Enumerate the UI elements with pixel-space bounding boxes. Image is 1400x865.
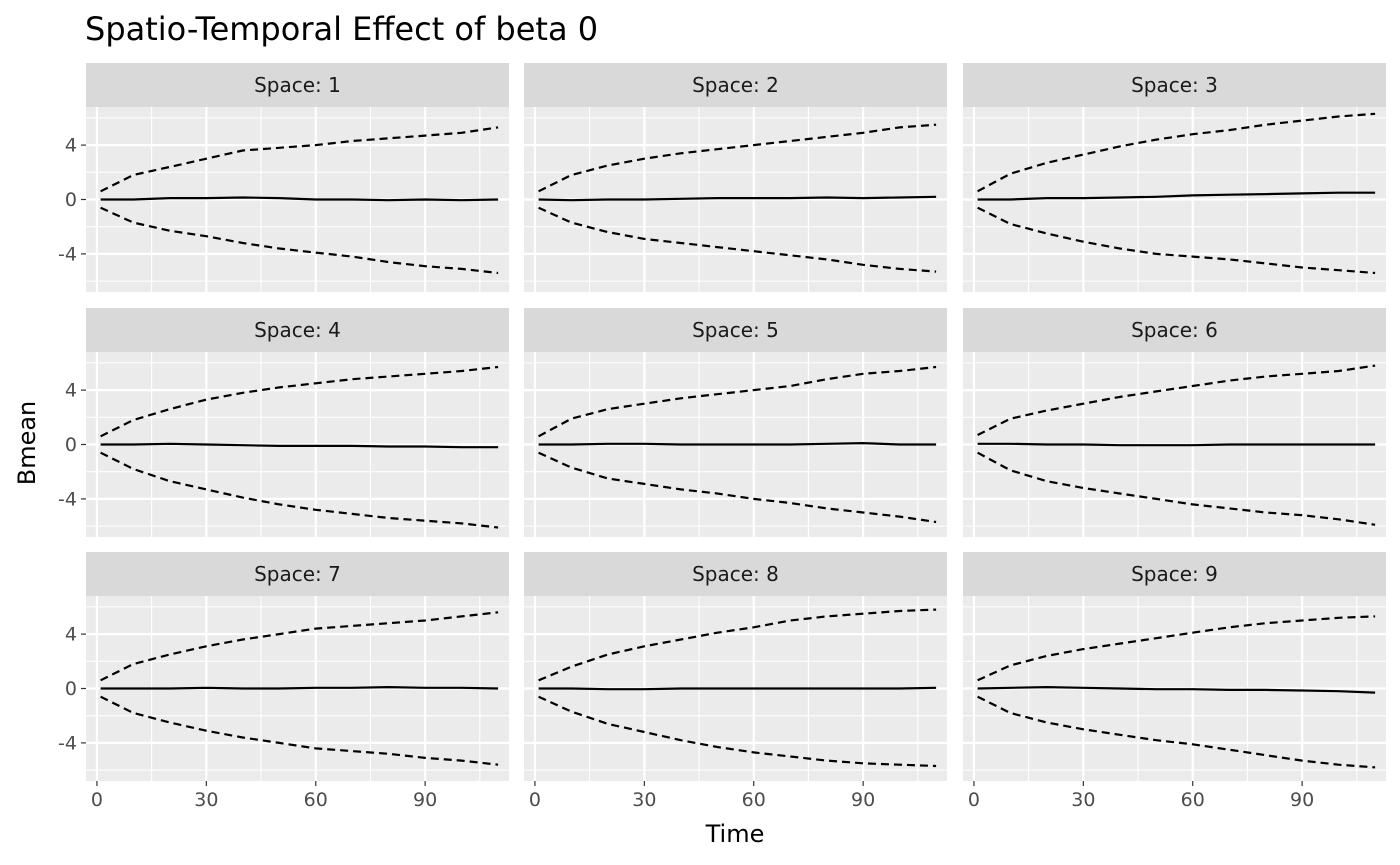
series-line-lower	[100, 695, 499, 766]
series-line-mean	[977, 191, 1376, 201]
series-line-lower	[538, 695, 937, 768]
y-tick-label: 0	[65, 189, 77, 211]
series-line-upper	[977, 112, 1376, 193]
x-tick-label: 0	[968, 789, 980, 811]
strip-background	[963, 308, 1386, 352]
x-axis-title: Time	[705, 820, 765, 848]
series-line-upper	[977, 615, 1376, 682]
panel-space-5: Space: 5	[524, 308, 947, 537]
series-line-upper	[538, 123, 937, 193]
strip-background	[524, 552, 947, 596]
series-line-mean	[100, 685, 499, 690]
strip-label: Space: 3	[1131, 73, 1218, 97]
series-line-upper	[100, 365, 499, 438]
series-line-lower	[977, 695, 1376, 769]
strip-label: Space: 4	[254, 318, 341, 342]
y-tick-label: 4	[65, 380, 77, 402]
strip-background	[963, 552, 1386, 596]
series-line-lower	[538, 206, 937, 273]
x-tick-label: 60	[1181, 789, 1205, 811]
series-line-mean	[538, 686, 937, 691]
series-line-mean	[538, 442, 937, 446]
x-tick-label: 90	[1290, 789, 1314, 811]
x-tick-label: 90	[413, 789, 437, 811]
y-tick-label: -4	[58, 732, 77, 754]
series-line-mean	[977, 685, 1376, 694]
series-line-lower	[100, 451, 499, 529]
strip-background	[524, 63, 947, 107]
panel-space-2: Space: 2	[524, 63, 947, 292]
x-tick-label: 0	[91, 789, 103, 811]
facet-panels: Space: 1 -4 0 4 Space: 2 Space: 3 Space: 4 -4 0 4…	[58, 63, 1386, 811]
series-line-upper	[100, 126, 499, 193]
x-tick-label: 30	[194, 789, 218, 811]
panel-space-6: Space: 6	[963, 308, 1386, 537]
x-tick-label: 30	[1071, 789, 1095, 811]
series-line-lower	[977, 206, 1376, 275]
strip-label: Space: 1	[254, 73, 341, 97]
strip-label: Space: 8	[692, 562, 779, 586]
strip-background	[86, 63, 509, 107]
x-tick-label: 0	[529, 789, 541, 811]
chart-title: Spatio-Temporal Effect of beta 0	[85, 10, 598, 48]
y-tick-label: -4	[58, 488, 77, 510]
series-line-lower	[977, 451, 1376, 526]
y-tick-label: 4	[65, 624, 77, 646]
series-line-mean	[100, 196, 499, 202]
y-axis-title: Bmean	[13, 401, 41, 486]
strip-background	[86, 308, 509, 352]
y-tick-label: -4	[58, 243, 77, 265]
strip-label: Space: 6	[1131, 318, 1218, 342]
x-tick-label: 60	[742, 789, 766, 811]
strip-label: Space: 5	[692, 318, 779, 342]
series-line-mean	[538, 195, 937, 202]
panel-space-8: Space: 8 0 30 60 90	[524, 552, 947, 811]
strip-label: Space: 2	[692, 73, 779, 97]
series-line-mean	[977, 442, 1376, 447]
series-line-lower	[538, 451, 937, 524]
panel-space-3: Space: 3	[963, 63, 1386, 292]
strip-background	[86, 552, 509, 596]
x-tick-label: 30	[632, 789, 656, 811]
y-tick-label: 4	[65, 135, 77, 157]
strip-background	[963, 63, 1386, 107]
series-line-mean	[100, 442, 499, 449]
x-tick-label: 90	[851, 789, 875, 811]
strip-background	[524, 308, 947, 352]
series-line-upper	[538, 608, 937, 682]
strip-label: Space: 7	[254, 562, 341, 586]
panel-space-7: Space: 7 -4 0 4 0 30 60 90	[58, 552, 509, 811]
x-tick-label: 60	[304, 789, 328, 811]
strip-label: Space: 9	[1131, 562, 1218, 586]
y-tick-label: 0	[65, 434, 77, 456]
y-tick-label: 0	[65, 678, 77, 700]
panel-space-1: Space: 1 -4 0 4	[58, 63, 509, 292]
panel-space-9: Space: 9 0 30 60 90	[963, 552, 1386, 811]
panel-space-4: Space: 4 -4 0 4	[58, 308, 509, 537]
series-line-upper	[100, 611, 499, 682]
series-line-upper	[977, 364, 1376, 436]
series-line-lower	[100, 206, 499, 275]
series-line-upper	[538, 365, 937, 438]
